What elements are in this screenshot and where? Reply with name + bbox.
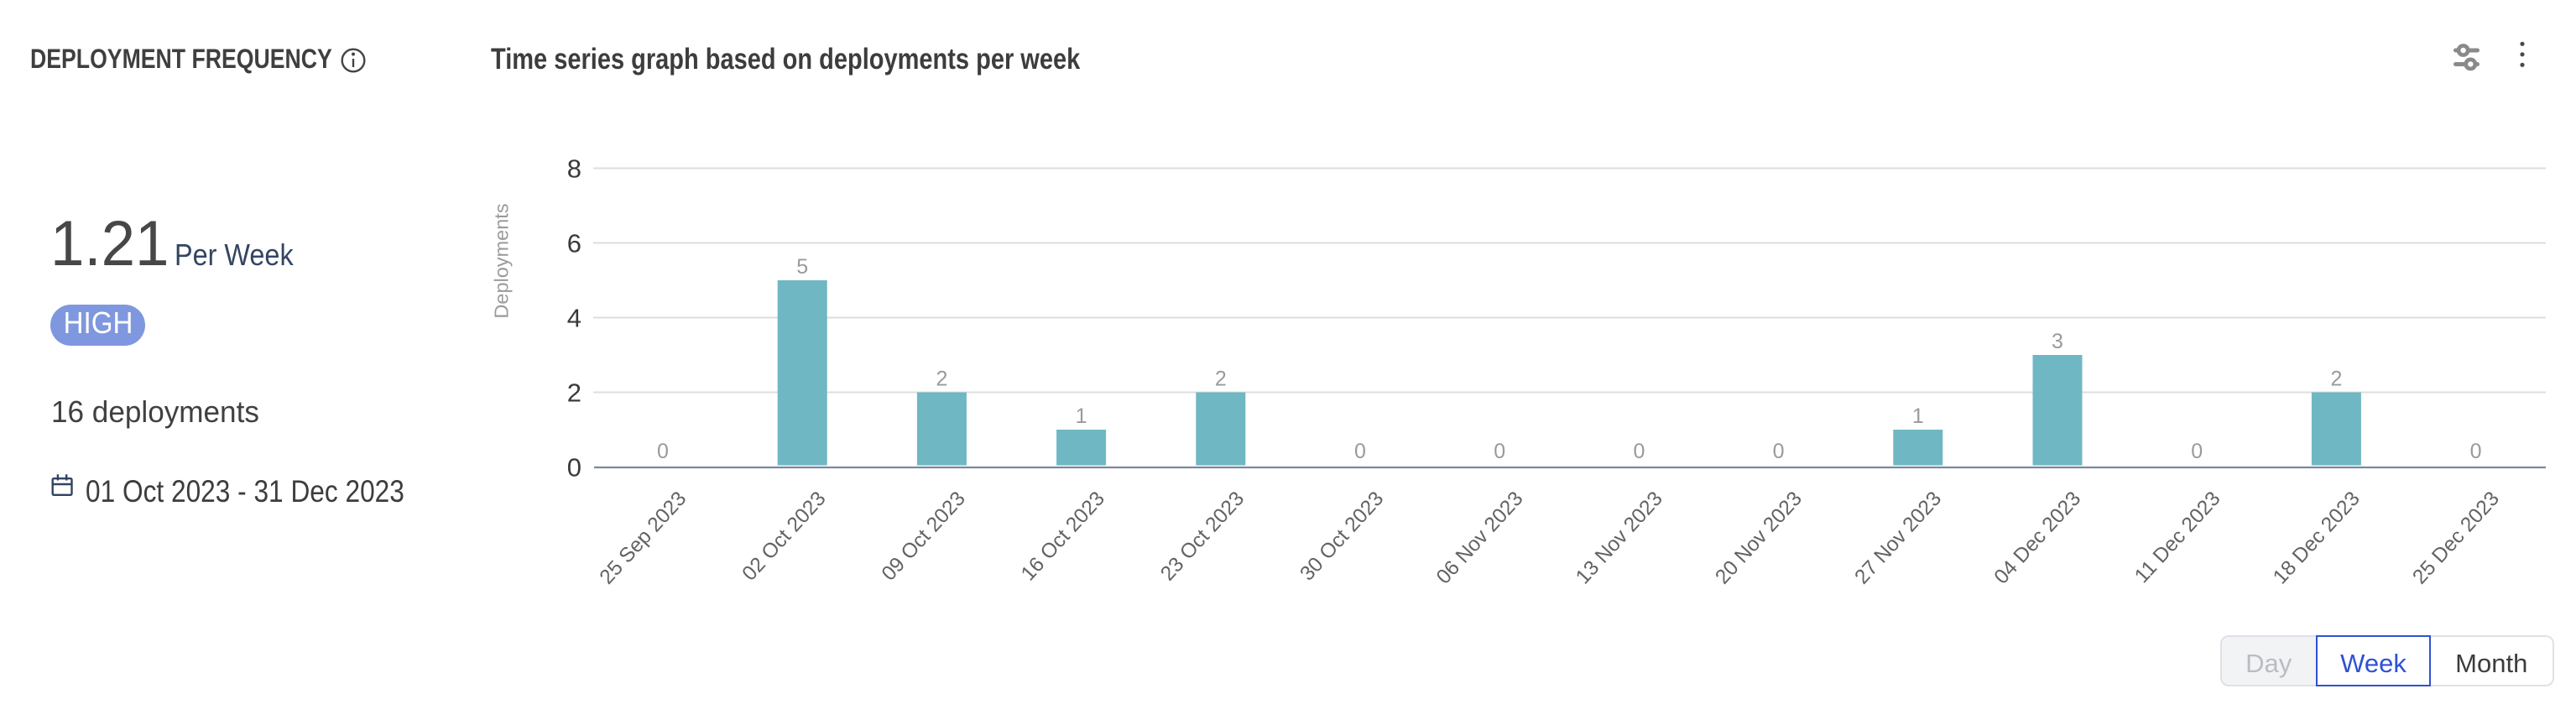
- svg-text:13 Nov 2023: 13 Nov 2023: [1572, 488, 1667, 589]
- svg-text:0: 0: [2470, 440, 2482, 463]
- svg-text:0: 0: [1633, 440, 1645, 463]
- svg-text:2: 2: [2330, 368, 2342, 391]
- svg-text:16 Oct 2023: 16 Oct 2023: [1017, 488, 1109, 586]
- svg-text:0: 0: [1494, 440, 1505, 463]
- svg-text:1: 1: [1076, 404, 1087, 428]
- svg-text:8: 8: [567, 154, 581, 184]
- svg-text:09 Oct 2023: 09 Oct 2023: [878, 488, 970, 586]
- svg-text:20 Nov 2023: 20 Nov 2023: [1711, 488, 1807, 589]
- svg-text:02 Oct 2023: 02 Oct 2023: [738, 488, 831, 586]
- svg-text:11 Dec 2023: 11 Dec 2023: [2130, 488, 2225, 587]
- svg-text:2: 2: [1215, 368, 1227, 391]
- svg-text:0: 0: [2191, 440, 2203, 463]
- svg-text:4: 4: [567, 304, 581, 333]
- svg-text:30 Oct 2023: 30 Oct 2023: [1296, 488, 1388, 586]
- svg-text:0: 0: [1773, 440, 1785, 463]
- svg-text:04 Dec 2023: 04 Dec 2023: [1990, 488, 2086, 589]
- svg-text:0: 0: [1354, 440, 1366, 463]
- svg-text:Deployments: Deployments: [491, 203, 513, 318]
- svg-text:23 Oct 2023: 23 Oct 2023: [1156, 488, 1249, 586]
- svg-text:06 Nov 2023: 06 Nov 2023: [1432, 488, 1528, 589]
- svg-text:5: 5: [796, 255, 808, 279]
- svg-text:2: 2: [936, 368, 947, 391]
- svg-text:0: 0: [657, 440, 669, 463]
- svg-text:0: 0: [567, 453, 581, 483]
- svg-text:2: 2: [567, 378, 581, 408]
- svg-text:25 Sep 2023: 25 Sep 2023: [596, 488, 691, 589]
- svg-text:3: 3: [2052, 330, 2063, 353]
- svg-text:1: 1: [1912, 404, 1924, 428]
- svg-text:25 Dec 2023: 25 Dec 2023: [2408, 488, 2504, 589]
- svg-text:18 Dec 2023: 18 Dec 2023: [2269, 488, 2365, 589]
- svg-text:27 Nov 2023: 27 Nov 2023: [1850, 488, 1946, 589]
- svg-text:6: 6: [567, 229, 581, 258]
